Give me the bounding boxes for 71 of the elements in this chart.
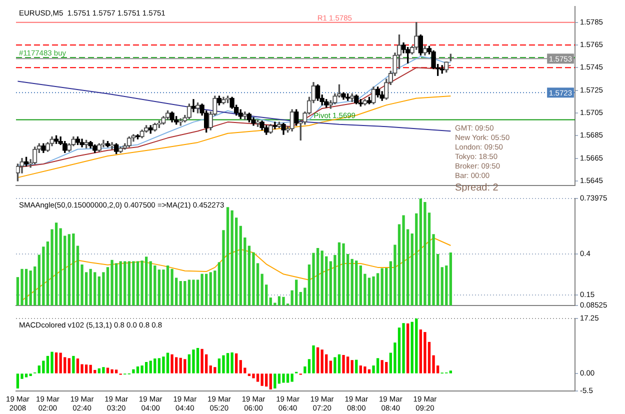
bar bbox=[376, 358, 380, 374]
bar bbox=[239, 360, 242, 374]
bar bbox=[334, 357, 336, 374]
bar bbox=[200, 348, 204, 374]
bar bbox=[235, 353, 238, 374]
bar bbox=[184, 359, 186, 374]
bar bbox=[24, 374, 28, 378]
bar bbox=[252, 374, 255, 378]
bar bbox=[355, 360, 358, 374]
bar bbox=[286, 374, 290, 383]
bar bbox=[144, 362, 148, 374]
bar bbox=[89, 364, 92, 374]
bar bbox=[368, 369, 371, 374]
bar bbox=[385, 362, 388, 374]
bar bbox=[222, 355, 225, 374]
bar bbox=[102, 367, 105, 374]
bar bbox=[269, 374, 272, 390]
bar bbox=[248, 374, 251, 376]
bar bbox=[158, 358, 161, 374]
bar bbox=[402, 323, 405, 374]
bar bbox=[16, 374, 20, 388]
bar bbox=[260, 374, 264, 386]
bar bbox=[110, 369, 114, 374]
bar bbox=[338, 354, 341, 374]
bar bbox=[59, 352, 62, 374]
bar bbox=[140, 365, 144, 374]
bar bbox=[406, 323, 410, 374]
bar bbox=[312, 345, 315, 374]
bar bbox=[50, 352, 54, 374]
bar bbox=[132, 369, 135, 374]
bar bbox=[179, 358, 182, 374]
bar bbox=[209, 365, 212, 374]
bar bbox=[274, 374, 276, 388]
bar bbox=[218, 358, 221, 374]
bar bbox=[162, 356, 165, 374]
bar bbox=[230, 352, 234, 374]
bar bbox=[46, 356, 50, 374]
bar bbox=[320, 350, 324, 374]
bar bbox=[154, 358, 156, 374]
bar bbox=[149, 360, 152, 374]
bar bbox=[410, 322, 414, 374]
bar bbox=[54, 352, 58, 374]
bar bbox=[424, 332, 426, 374]
bar bbox=[196, 348, 200, 374]
bar bbox=[419, 329, 422, 374]
bar bbox=[342, 354, 345, 374]
bar bbox=[29, 374, 32, 376]
bar bbox=[174, 357, 178, 374]
bar bbox=[290, 374, 294, 382]
bar bbox=[316, 347, 320, 374]
bar bbox=[282, 374, 285, 383]
bar bbox=[106, 368, 110, 374]
bar bbox=[114, 370, 118, 374]
bar bbox=[329, 360, 332, 374]
bar bbox=[256, 374, 260, 382]
bar bbox=[449, 370, 452, 374]
bar bbox=[350, 360, 354, 374]
bar bbox=[84, 364, 88, 374]
bar bbox=[415, 318, 418, 374]
bar bbox=[170, 354, 174, 374]
bar bbox=[346, 356, 350, 374]
bar bbox=[226, 353, 230, 374]
bar bbox=[214, 367, 216, 374]
bar bbox=[72, 356, 75, 374]
bar bbox=[68, 358, 70, 374]
bar bbox=[76, 358, 80, 374]
bar bbox=[136, 366, 140, 374]
bar bbox=[364, 366, 366, 374]
bar bbox=[166, 352, 170, 374]
bar bbox=[380, 360, 384, 374]
bar bbox=[192, 350, 195, 374]
